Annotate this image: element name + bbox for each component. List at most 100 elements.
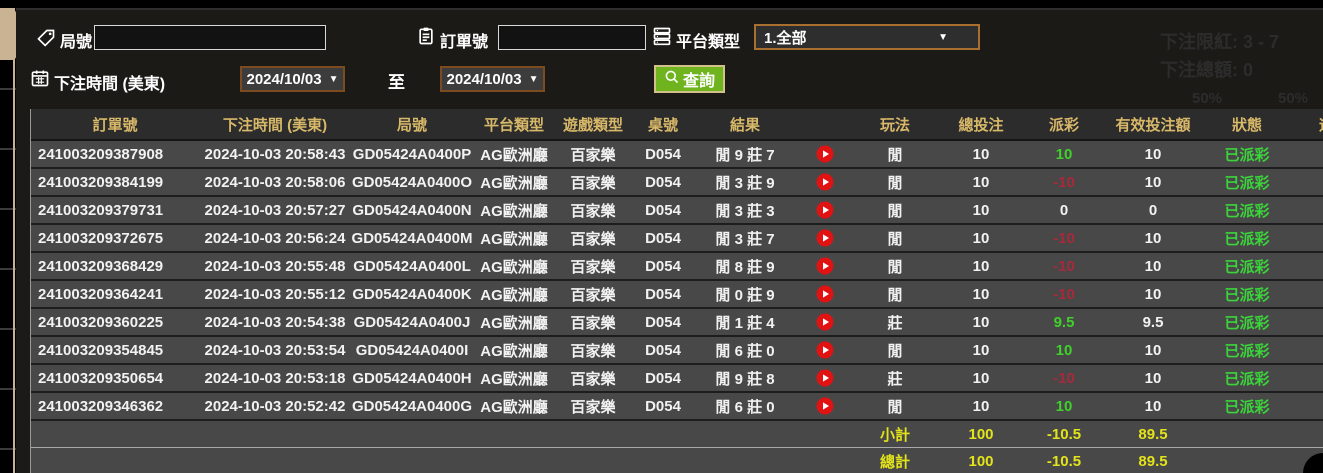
- cell-game-type: 百家樂: [570, 286, 616, 304]
- cell-order-no: 241003209384199: [38, 173, 164, 191]
- order-no-input[interactable]: [498, 25, 646, 50]
- cell-platform: AG歐洲廳: [480, 146, 548, 164]
- bet-history-table: 訂單號 下注時間 (美東) 局號 平台類型 遊戲類型 桌號 結果 玩法 總投注 …: [30, 109, 1323, 473]
- header-status: 狀態: [1231, 116, 1262, 134]
- replay-play-icon[interactable]: [816, 397, 834, 415]
- cell-bet-time: 2024-10-03 20:53:18: [204, 369, 346, 387]
- cell-order-no: 241003209368429: [38, 257, 164, 275]
- subtotal-total-bet: 100: [968, 425, 994, 443]
- cell-game-type: 百家樂: [570, 146, 616, 164]
- replay-play-icon[interactable]: [816, 229, 834, 247]
- cell-game-no: GD05424A0400L: [353, 257, 471, 275]
- total-total-bet: 100: [968, 453, 994, 470]
- cell-game-no: GD05424A0400G: [351, 397, 473, 415]
- cell-payout: -10: [1053, 257, 1075, 275]
- bet-time-label: 下注時間 (美東): [54, 76, 166, 93]
- to-label: 至: [388, 73, 405, 92]
- cell-total-bet: 10: [972, 369, 990, 387]
- cell-replay: [795, 253, 855, 279]
- cell-total-bet: 10: [972, 229, 990, 247]
- replay-play-icon[interactable]: [816, 285, 834, 303]
- cell-replay: [795, 197, 855, 223]
- cell-platform: AG歐洲廳: [480, 258, 548, 276]
- header-payout: 派彩: [1048, 116, 1079, 134]
- table-row: 241003209350654 2024-10-03 20:53:18 GD05…: [31, 363, 1323, 391]
- table-row: 241003209384199 2024-10-03 20:58:06 GD05…: [31, 167, 1323, 195]
- header-platform: 平台類型: [483, 116, 544, 134]
- cell-status: 已派彩: [1224, 314, 1270, 332]
- header-valid-bet: 有效投注額: [1115, 116, 1191, 134]
- total-row: 總計 100 -10.5 89.5: [31, 447, 1323, 473]
- tan-divider-line: [13, 8, 15, 473]
- cell-play: 閒: [887, 342, 903, 360]
- replay-play-icon[interactable]: [816, 173, 834, 191]
- header-order-no: 訂單號: [92, 116, 138, 134]
- cell-valid-bet: 10: [1144, 285, 1162, 303]
- total-valid-bet: 89.5: [1138, 453, 1168, 470]
- cell-bet-time: 2024-10-03 20:53:54: [204, 341, 346, 359]
- cell-game-extra: [1289, 197, 1323, 223]
- cell-payout: 10: [1055, 145, 1073, 163]
- cell-result: 閒 3 莊 3: [715, 202, 775, 220]
- cell-game-extra: [1289, 253, 1323, 279]
- cell-total-bet: 10: [972, 173, 990, 191]
- header-play: 玩法: [879, 116, 910, 134]
- subtotal-payout: -10.5: [1046, 425, 1082, 443]
- header-total-bet: 總投注: [958, 116, 1004, 134]
- cell-status: 已派彩: [1224, 342, 1270, 360]
- replay-play-icon[interactable]: [816, 313, 834, 331]
- cell-game-no: GD05424A0400P: [352, 145, 472, 163]
- cell-payout: 0: [1059, 201, 1069, 219]
- replay-play-icon[interactable]: [816, 341, 834, 359]
- bet-limit-hint: 下注限紅: 3 - 7: [1160, 32, 1280, 52]
- cell-game-extra: [1289, 393, 1323, 419]
- cell-table-no: D054: [645, 369, 681, 387]
- cell-table-no: D054: [645, 229, 681, 247]
- clipboard-icon: [416, 26, 436, 46]
- replay-play-icon[interactable]: [816, 369, 834, 387]
- cell-result: 閒 9 莊 7: [715, 146, 775, 164]
- cell-replay: [795, 169, 855, 195]
- cell-game-type: 百家樂: [570, 342, 616, 360]
- bet-total-hint: 下注總額: 0: [1160, 60, 1254, 80]
- cell-total-bet: 10: [972, 341, 990, 359]
- query-button-label: 查詢: [683, 73, 716, 90]
- cell-replay: [795, 309, 855, 335]
- cell-valid-bet: 0: [1148, 201, 1158, 219]
- cell-total-bet: 10: [972, 257, 990, 275]
- cell-table-no: D054: [645, 257, 681, 275]
- cell-status: 已派彩: [1224, 370, 1270, 388]
- date-from-select[interactable]: 2024/10/03 ▼: [240, 66, 345, 92]
- cell-payout: 9.5: [1053, 313, 1075, 331]
- date-to-select[interactable]: 2024/10/03 ▼: [440, 66, 545, 92]
- tag-icon: [36, 28, 56, 48]
- screen-corner-notch: [1303, 453, 1323, 473]
- cell-status: 已派彩: [1224, 286, 1270, 304]
- cell-status: 已派彩: [1224, 146, 1270, 164]
- platform-type-select[interactable]: 1.全部 ▼: [754, 24, 980, 50]
- cell-game-type: 百家樂: [570, 314, 616, 332]
- cell-valid-bet: 10: [1144, 341, 1162, 359]
- cell-replay: [795, 337, 855, 363]
- cell-total-bet: 10: [972, 285, 990, 303]
- cell-game-no: GD05424A0400H: [352, 369, 472, 387]
- chevron-down-icon: ▼: [528, 73, 539, 85]
- replay-play-icon[interactable]: [816, 201, 834, 219]
- table-row: 241003209372675 2024-10-03 20:56:24 GD05…: [31, 223, 1323, 251]
- cell-play: 閒: [887, 286, 903, 304]
- game-no-input[interactable]: [94, 25, 326, 50]
- chevron-down-icon: ▼: [328, 73, 339, 85]
- cell-order-no: 241003209350654: [38, 369, 164, 387]
- cell-result: 閒 6 莊 0: [715, 342, 775, 360]
- query-button[interactable]: 查詢: [654, 65, 726, 93]
- percent-right-hint: 50%: [1278, 90, 1309, 107]
- cell-result: 閒 3 莊 7: [715, 230, 775, 248]
- date-from-value: 2024/10/03: [246, 70, 322, 88]
- cell-bet-time: 2024-10-03 20:58:06: [204, 173, 346, 191]
- cell-valid-bet: 10: [1144, 173, 1162, 191]
- replay-play-icon[interactable]: [816, 257, 834, 275]
- cell-table-no: D054: [645, 145, 681, 163]
- table-body: 241003209387908 2024-10-03 20:58:43 GD05…: [31, 139, 1323, 419]
- replay-play-icon[interactable]: [816, 145, 834, 163]
- cell-play: 莊: [887, 370, 903, 388]
